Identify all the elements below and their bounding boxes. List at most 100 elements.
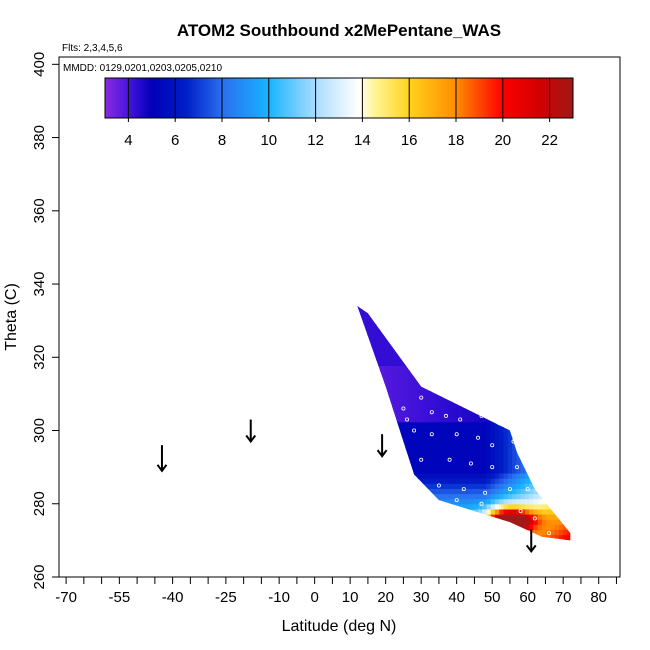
field-cell (460, 396, 466, 402)
field-cell (541, 349, 547, 356)
field-cell (469, 385, 475, 392)
field-cell (503, 452, 509, 459)
field-cell (473, 349, 479, 356)
field-cell (469, 426, 475, 433)
field-cell (388, 375, 394, 382)
field-cell (431, 529, 436, 536)
field-cell (473, 483, 479, 489)
field-cell (512, 355, 517, 361)
field-cell (507, 498, 513, 505)
field-cell (422, 431, 428, 438)
field-cell (456, 529, 462, 536)
field-cell (558, 365, 564, 372)
field-cell (495, 421, 500, 428)
field-cell (482, 294, 487, 300)
field-cell (388, 534, 394, 541)
field-cell (422, 519, 428, 525)
field-cell (512, 550, 517, 556)
field-cell (388, 306, 394, 310)
field-cell (392, 406, 398, 413)
field-cell (414, 344, 419, 351)
field-cell (520, 493, 526, 500)
field-cell (460, 478, 466, 484)
field-cell (357, 349, 360, 356)
field-cell (401, 355, 407, 361)
field-cell (456, 344, 462, 351)
field-cell (397, 406, 402, 413)
field-cell (362, 493, 368, 500)
field-cell (550, 375, 556, 382)
field-cell (384, 385, 390, 392)
field-cell (350, 381, 355, 387)
field-cell (546, 447, 552, 454)
field-cell (392, 411, 398, 418)
field-cell (482, 416, 488, 423)
field-cell (422, 467, 428, 474)
field-cell (486, 503, 492, 510)
field-cell (490, 503, 496, 510)
field-cell (362, 473, 368, 479)
field-cell (572, 411, 577, 417)
field-cell (357, 319, 360, 325)
field-cell (397, 519, 402, 525)
field-cell (550, 411, 556, 418)
field-cell (576, 458, 581, 464)
field-cell (558, 306, 564, 310)
field-cell (435, 442, 441, 448)
field-cell (375, 426, 381, 433)
field-cell (537, 519, 543, 525)
field-cell (392, 442, 398, 448)
field-cell (452, 334, 458, 341)
field-cell (520, 498, 526, 505)
field-cell (388, 334, 394, 341)
field-cell (405, 431, 411, 438)
field-cell (443, 406, 449, 413)
field-cell (533, 534, 539, 541)
field-cell (414, 447, 419, 454)
field-cell (414, 508, 419, 515)
field-cell (431, 462, 436, 469)
field-cell (576, 376, 581, 382)
field-cell (541, 401, 547, 407)
field-cell (469, 308, 475, 315)
field-cell (572, 294, 577, 300)
field-cell (460, 426, 466, 433)
field-cell (414, 329, 419, 336)
field-cell (572, 432, 577, 438)
field-cell (422, 365, 428, 372)
colorbar-tick-label: 4 (124, 132, 132, 149)
field-cell (490, 498, 496, 505)
field-cell (358, 452, 364, 459)
field-cell (550, 478, 556, 484)
field-cell (550, 483, 556, 489)
field-cell (469, 519, 475, 525)
field-cell (533, 401, 539, 407)
field-cell (460, 390, 466, 397)
field-cell (524, 314, 530, 320)
field-cell (384, 473, 390, 479)
field-cell (388, 442, 394, 448)
field-cell (516, 467, 522, 474)
field-cell (503, 467, 509, 474)
field-cell (452, 360, 458, 366)
field-cell (469, 447, 475, 454)
field-cell (482, 324, 488, 331)
field-cell (524, 355, 530, 361)
field-cell (486, 442, 492, 448)
field-cell (542, 299, 547, 305)
field-cell (572, 437, 577, 443)
colorbar-tick-label: 6 (171, 132, 179, 149)
field-cell (388, 360, 394, 366)
field-cell (567, 416, 571, 423)
field-cell (460, 329, 466, 336)
field-cell (533, 462, 539, 469)
field-cell (507, 314, 513, 320)
field-cell (537, 360, 543, 366)
field-cell (520, 442, 526, 448)
field-cell (537, 539, 543, 541)
field-cell (572, 304, 577, 310)
field-cell (357, 360, 360, 366)
field-cell (401, 545, 406, 551)
field-cell (460, 344, 466, 351)
field-cell (452, 493, 458, 500)
